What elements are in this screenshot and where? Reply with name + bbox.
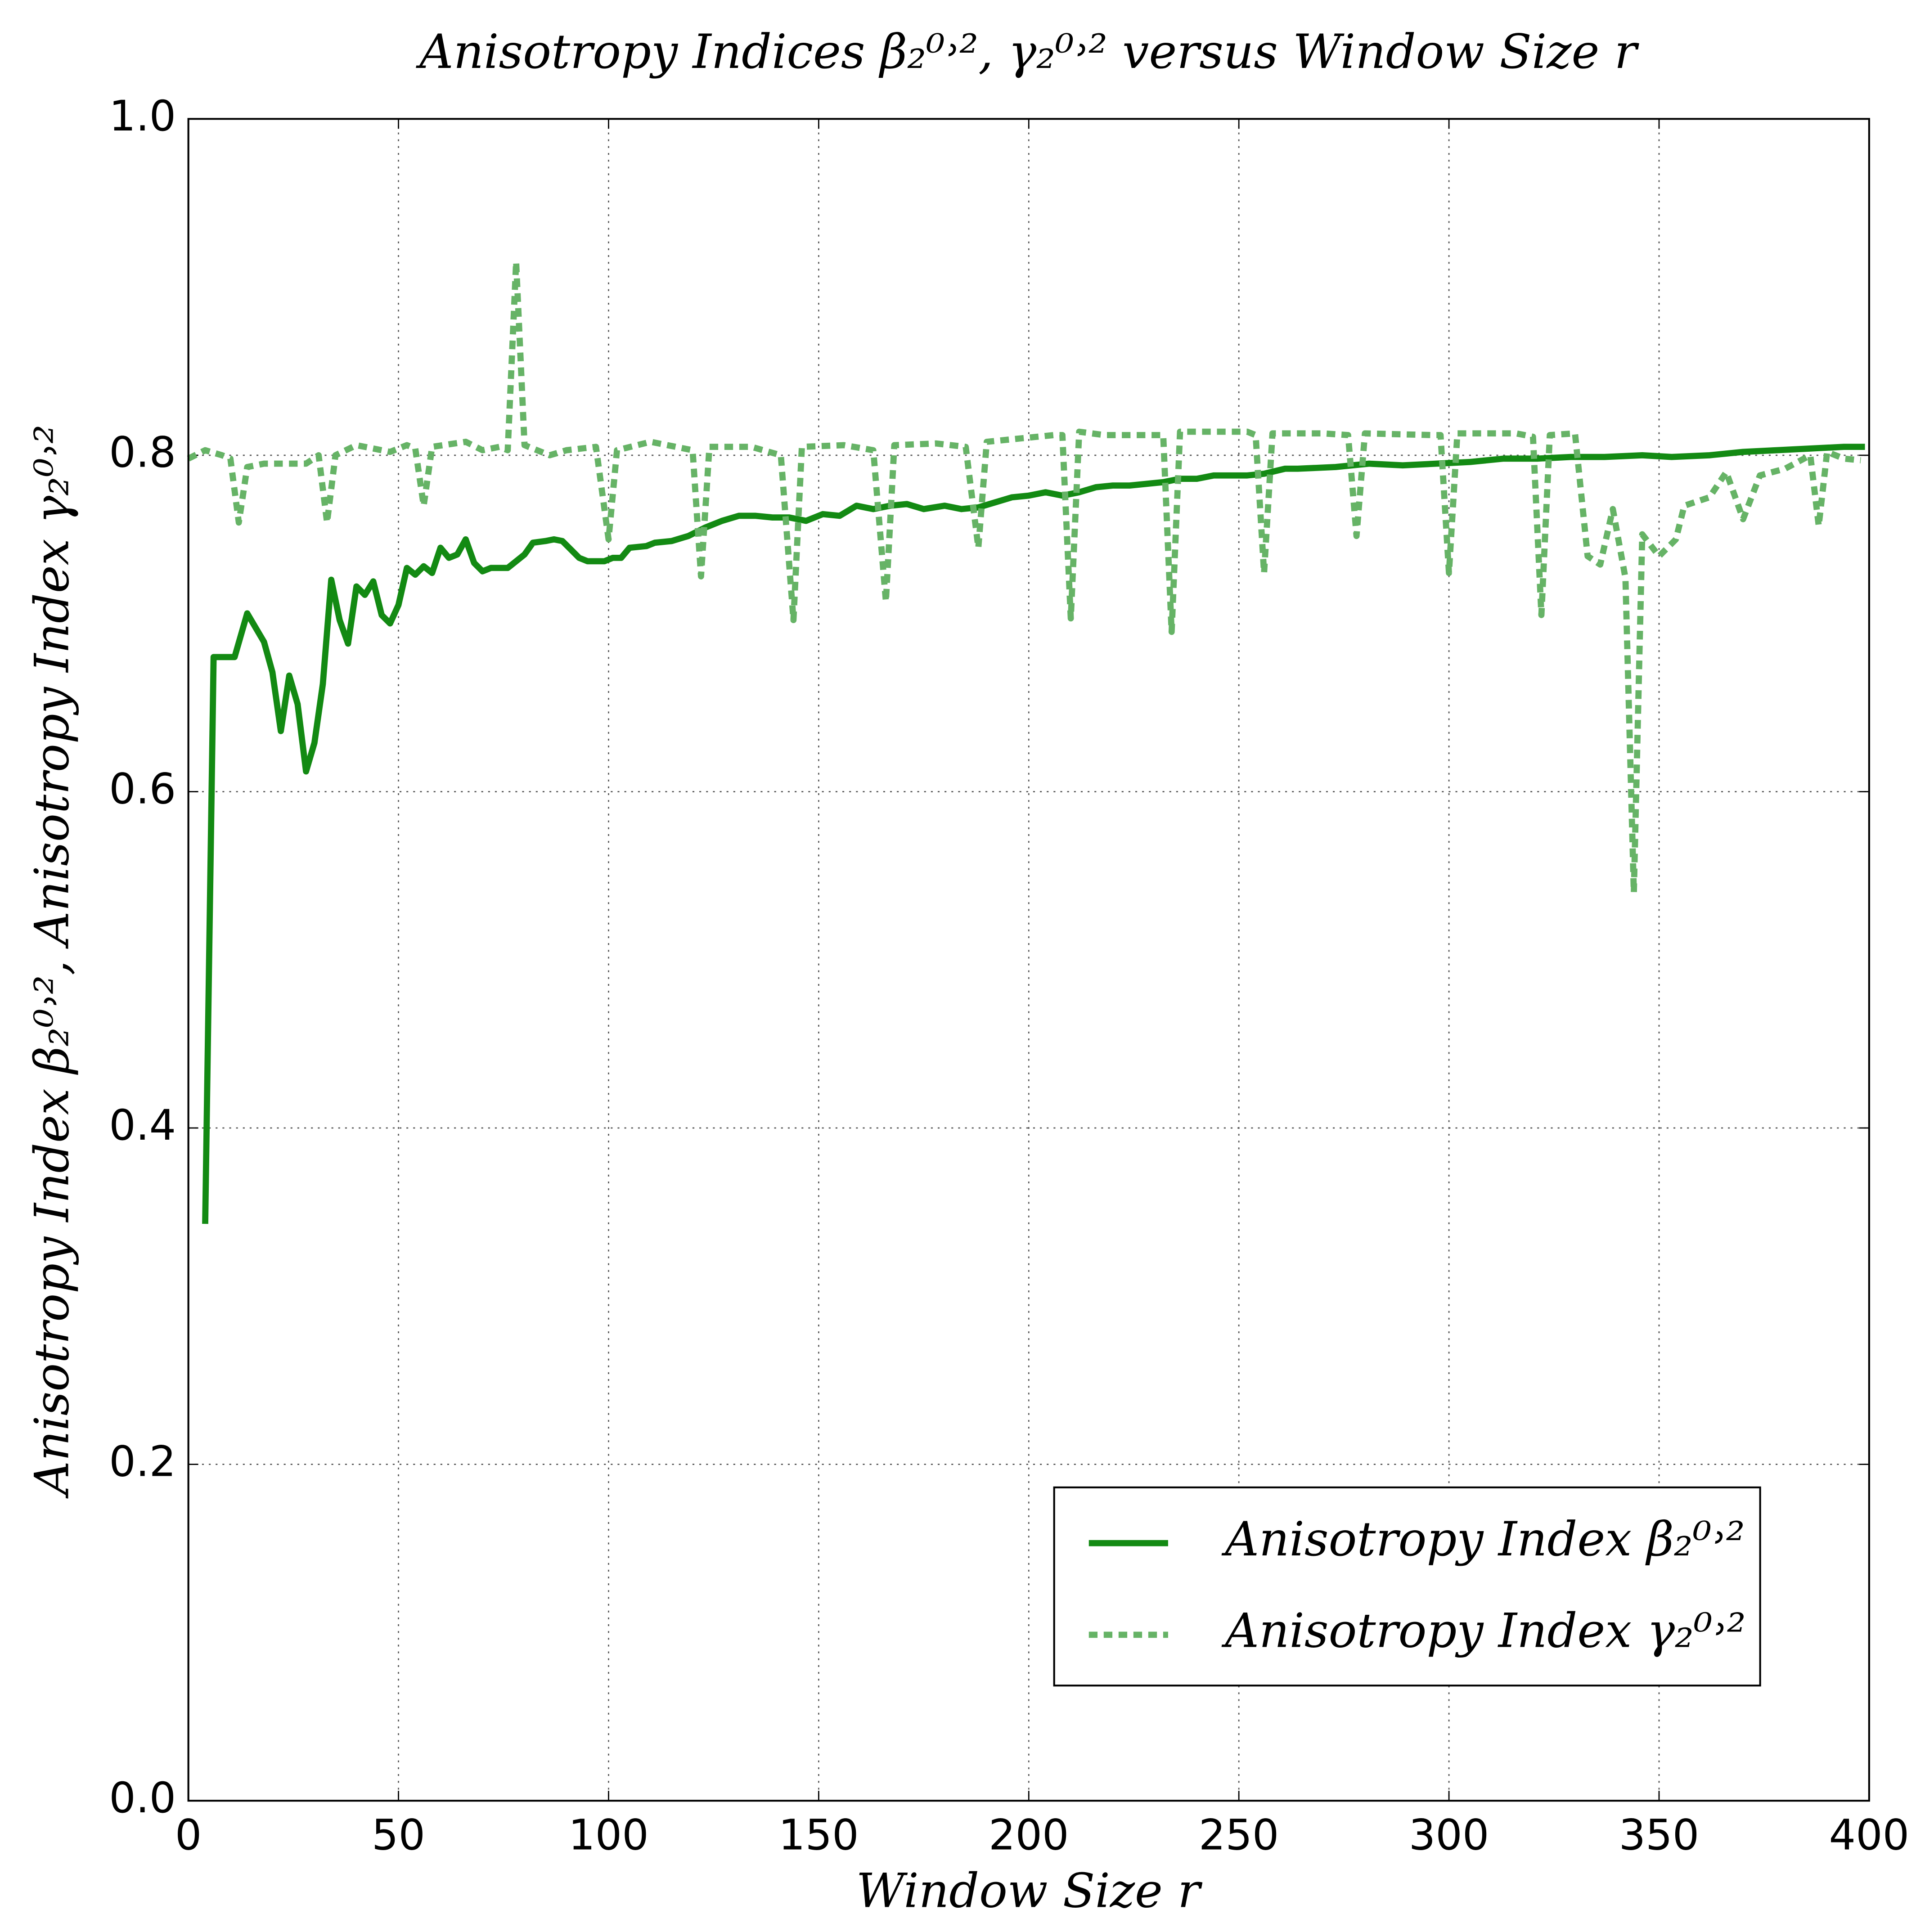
y-axis-label: Anisotropy Index β₂⁰˒², Anisotropy Index… — [24, 425, 79, 1499]
legend-label: Anisotropy Index γ₂⁰˒² — [1222, 1604, 1746, 1658]
legend-label: Anisotropy Index β₂⁰˒² — [1222, 1512, 1745, 1567]
legend-box — [1053, 1486, 1761, 1687]
y-tick-label: 0.0 — [109, 1774, 176, 1823]
x-axis-label: Window Size r — [856, 1864, 1203, 1919]
y-tick-label: 0.2 — [109, 1438, 176, 1487]
x-tick-label: 200 — [989, 1811, 1069, 1860]
data-line — [187, 259, 1861, 896]
y-tick-label: 1.0 — [109, 92, 176, 141]
x-tick-label: 350 — [1619, 1811, 1700, 1860]
x-tick-label: 100 — [568, 1811, 649, 1860]
y-tick-label: 0.6 — [109, 764, 176, 813]
plot-frame — [187, 118, 1870, 1802]
x-tick-label: 400 — [1829, 1811, 1910, 1860]
chart-title: Anisotropy Indices β₂⁰˒², γ₂⁰˒² versus W… — [416, 24, 1639, 79]
x-tick-label: 300 — [1409, 1811, 1489, 1860]
x-tick-label: 0 — [175, 1811, 202, 1860]
y-tick-label: 0.8 — [109, 428, 176, 477]
data-line — [202, 444, 1865, 1224]
x-tick-label: 50 — [372, 1811, 425, 1860]
x-tick-label: 250 — [1199, 1811, 1279, 1860]
y-tick-label: 0.4 — [109, 1101, 176, 1150]
x-tick-label: 150 — [778, 1811, 859, 1860]
